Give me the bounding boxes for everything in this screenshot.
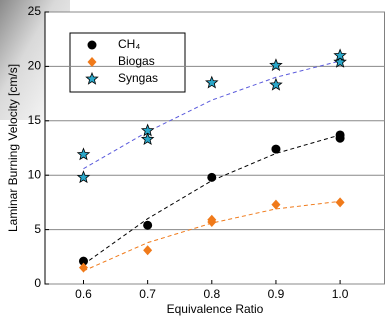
point — [76, 147, 91, 161]
legend-marker — [87, 57, 97, 67]
point — [78, 262, 88, 273]
x-tick-label: 0.9 — [268, 287, 285, 301]
legend-label: Syngas — [118, 71, 158, 85]
y-axis-label: Laminar Burning Velocity [cm/s] — [6, 64, 20, 232]
x-tick-label: 0.8 — [203, 287, 220, 301]
point — [335, 130, 345, 140]
x-axis-label: Equivalence Ratio — [167, 302, 264, 316]
point — [271, 199, 281, 210]
point — [78, 256, 88, 266]
legend-marker — [85, 71, 99, 85]
point — [207, 172, 217, 182]
y-tick-label: 20 — [28, 59, 42, 73]
x-tick-label: 0.6 — [75, 287, 92, 301]
point — [207, 214, 217, 225]
y-tick-label: 10 — [28, 167, 42, 181]
x-tick-label: 0.7 — [139, 287, 156, 301]
y-tick-label: 15 — [28, 113, 42, 127]
point — [140, 123, 155, 137]
point — [205, 75, 219, 89]
fit-line — [83, 134, 341, 265]
point — [143, 245, 153, 256]
fit-line — [83, 200, 341, 272]
point — [269, 58, 283, 72]
y-tick-label: 0 — [34, 276, 41, 290]
point — [333, 48, 347, 62]
legend-marker — [87, 40, 97, 50]
point — [269, 77, 283, 91]
point — [271, 144, 281, 154]
y-tick-label: 5 — [34, 222, 41, 236]
point — [333, 54, 347, 68]
point — [335, 197, 345, 208]
point — [140, 132, 155, 146]
x-tick-label: 1.0 — [332, 287, 349, 301]
y-tick-label: 25 — [28, 4, 42, 18]
fit-line — [83, 60, 341, 170]
point — [76, 170, 91, 184]
legend-label: Biogas — [118, 54, 155, 68]
point — [143, 220, 153, 230]
legend-label: CH₄ — [118, 37, 140, 51]
